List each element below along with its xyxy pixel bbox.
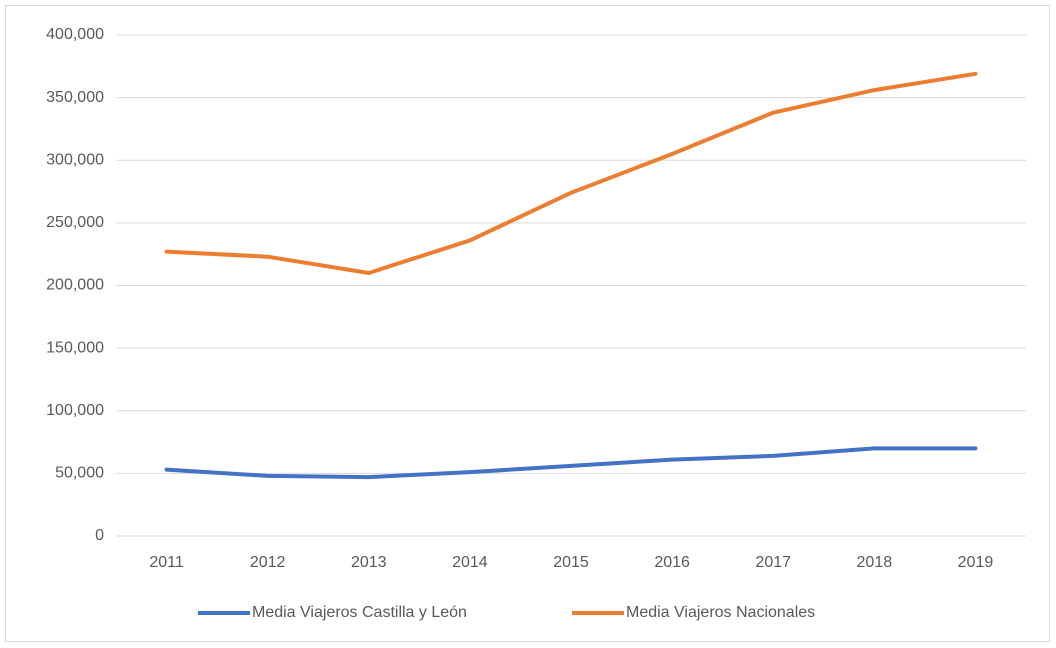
legend-label: Media Viajeros Castilla y León <box>252 604 467 621</box>
chart-frame <box>5 5 1050 642</box>
legend-label: Media Viajeros Nacionales <box>626 604 815 621</box>
y-tick-label: 300,000 <box>46 151 104 168</box>
y-tick-label: 250,000 <box>46 214 104 231</box>
y-tick-label: 200,000 <box>46 277 104 294</box>
y-tick-label: 350,000 <box>46 89 104 106</box>
x-tick-label: 2019 <box>958 554 994 571</box>
y-tick-label: 150,000 <box>46 339 104 356</box>
x-tick-label: 2016 <box>654 554 690 571</box>
line-series <box>164 446 978 480</box>
x-tick-label: 2012 <box>250 554 286 571</box>
x-tick-label: 2011 <box>149 554 184 571</box>
y-tick-label: 0 <box>95 527 104 544</box>
y-tick-label: 400,000 <box>46 26 104 43</box>
x-tick-label: 2015 <box>553 554 589 571</box>
x-tick-label: 2017 <box>755 554 791 571</box>
x-tick-label: 2018 <box>857 554 893 571</box>
x-tick-label: 2013 <box>351 554 387 571</box>
y-tick-label: 50,000 <box>55 465 104 482</box>
x-tick-label: 2014 <box>452 554 488 571</box>
y-tick-label: 100,000 <box>46 402 104 419</box>
line-series <box>164 71 978 275</box>
